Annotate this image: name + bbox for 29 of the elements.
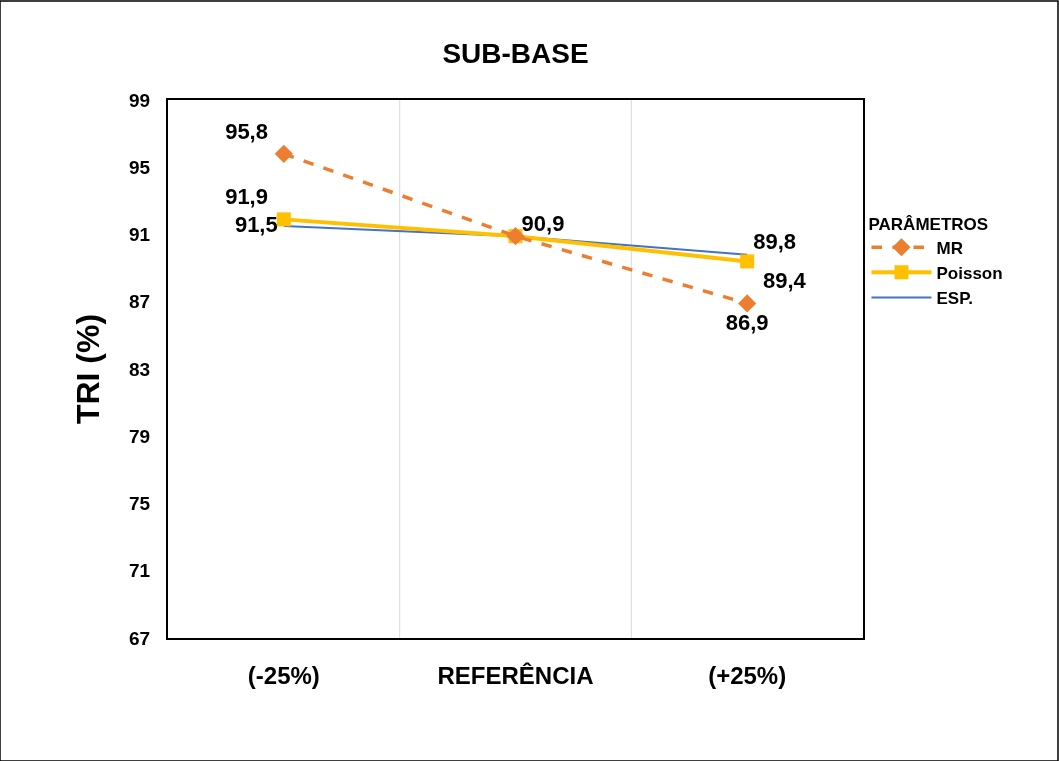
y-tick-label: 99: [129, 89, 151, 111]
legend-label: Poisson: [936, 263, 1003, 283]
chart-title: SUB-BASE: [442, 38, 589, 70]
y-tick-label: 71: [129, 560, 151, 582]
point: [738, 294, 757, 313]
point: [740, 254, 755, 269]
y-tick-label: 79: [129, 425, 151, 447]
legend-label: MR: [936, 238, 963, 258]
x-tick-label: REFERÊNCIA: [437, 661, 594, 689]
y-tick-label: 83: [129, 358, 151, 380]
data-label: 90,9: [515, 210, 571, 236]
data-label: 89,4: [756, 267, 812, 293]
y-tick-label: 91: [129, 224, 151, 246]
data-label: 91,9: [219, 184, 275, 210]
x-tick-label: (-25%): [247, 661, 320, 689]
legend-label: ESP.: [936, 289, 974, 309]
y-tick-label: 75: [129, 493, 151, 515]
point: [274, 144, 293, 163]
y-tick-label: 87: [129, 291, 151, 313]
data-label: 86,9: [719, 309, 775, 335]
point: [276, 212, 291, 227]
data-label: 89,8: [747, 229, 803, 255]
data-label: 95,8: [219, 118, 275, 144]
y-tick-label: 95: [129, 156, 151, 178]
data-label: 91,5: [228, 211, 284, 237]
x-tick-label: (+25%): [708, 661, 787, 689]
y-tick-label: 67: [129, 627, 151, 649]
y-axis-title: TRI (%): [69, 313, 106, 425]
legend-title: PARÂMETROS: [868, 214, 989, 234]
